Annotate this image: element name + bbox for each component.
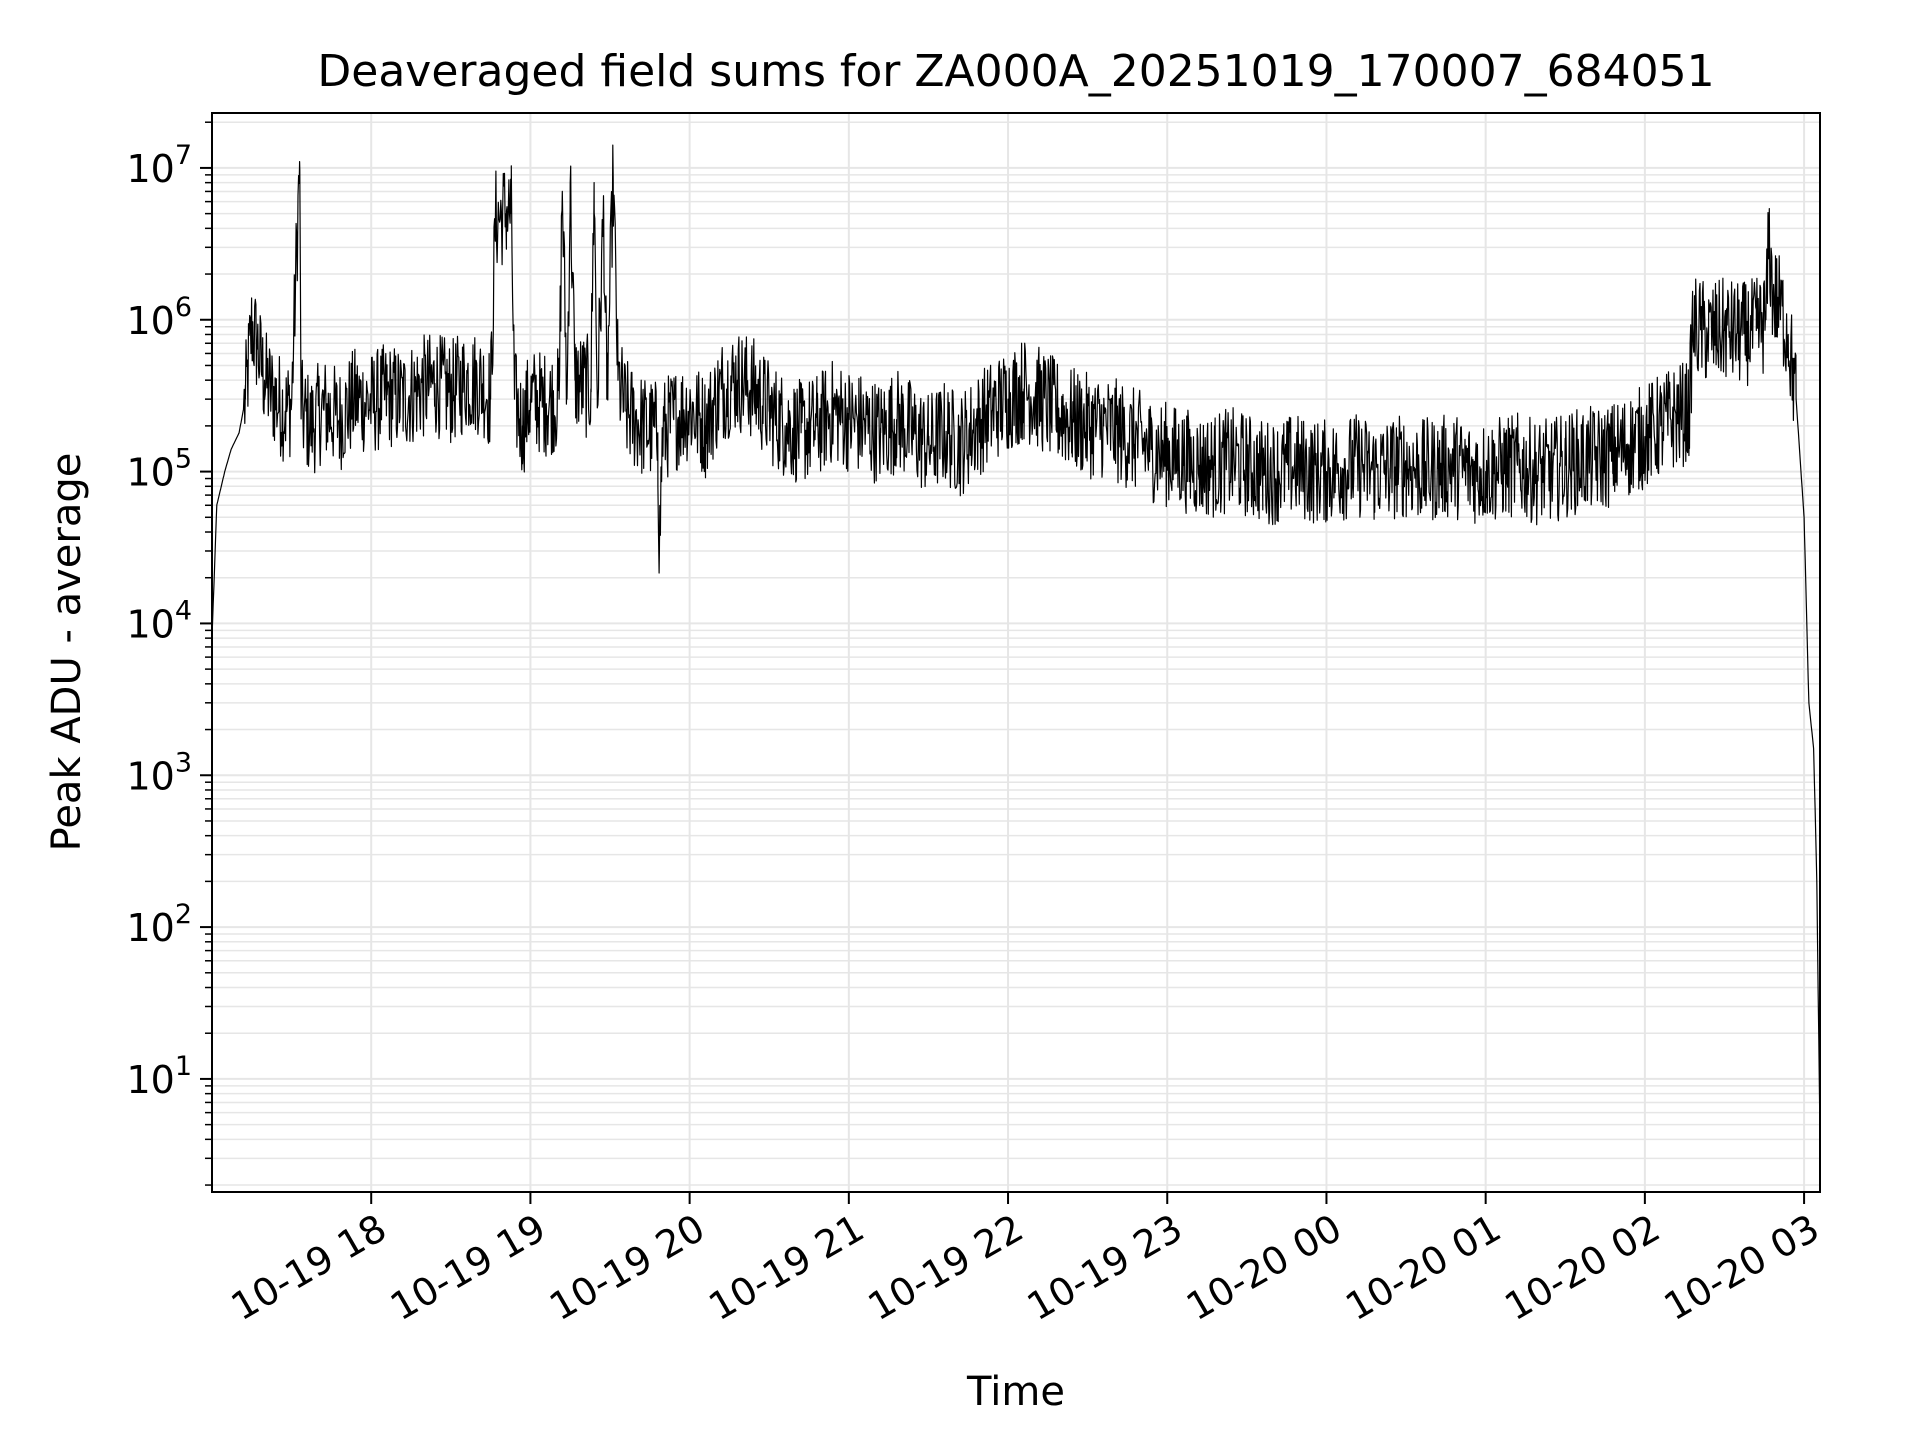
plot-frame bbox=[211, 112, 1821, 1193]
y-tick-label: 104 bbox=[126, 595, 192, 646]
grid bbox=[212, 113, 1820, 1192]
y-tick-label: 103 bbox=[126, 747, 192, 798]
x-axis-label: Time bbox=[966, 1369, 1065, 1415]
series-layer bbox=[211, 144, 1821, 1140]
y-axis-label: Peak ADU - average bbox=[44, 453, 90, 852]
series-line bbox=[211, 144, 1821, 1140]
y-tick-label: 107 bbox=[126, 140, 192, 191]
y-tick-label: 105 bbox=[126, 444, 192, 495]
y-tick-label: 106 bbox=[126, 292, 192, 343]
y-tick-label: 102 bbox=[126, 899, 192, 950]
chart-title: Deaveraged field sums for ZA000A_2025101… bbox=[317, 46, 1714, 97]
y-tick-label: 101 bbox=[126, 1051, 192, 1102]
